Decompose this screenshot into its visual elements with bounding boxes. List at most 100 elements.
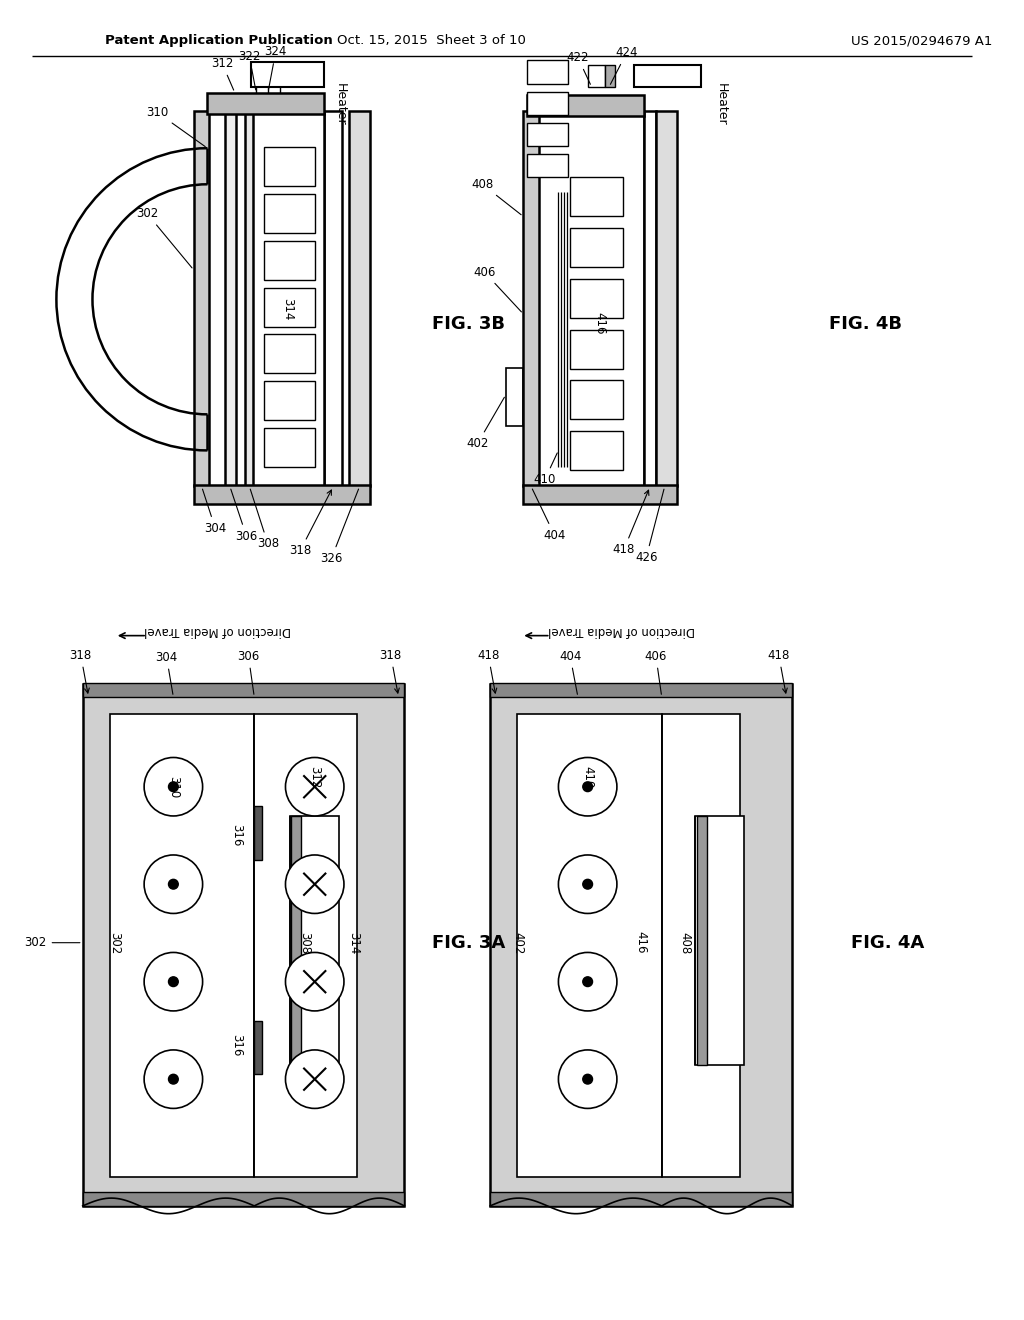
Text: 302: 302 (25, 936, 80, 949)
Circle shape (583, 879, 593, 890)
Bar (588, 66, 605, 87)
Circle shape (144, 758, 203, 816)
Bar (291, 816, 339, 1064)
Circle shape (583, 1074, 593, 1084)
Text: Heater: Heater (715, 83, 727, 125)
Bar (264, 240, 314, 280)
Text: 410: 410 (534, 453, 557, 486)
Text: 314: 314 (281, 298, 294, 321)
Circle shape (169, 1074, 178, 1084)
Bar (506, 367, 523, 426)
Circle shape (558, 855, 616, 913)
Text: 418: 418 (477, 648, 500, 693)
Text: 316: 316 (230, 1034, 244, 1056)
Bar (264, 334, 314, 374)
Circle shape (169, 879, 178, 890)
Text: 416: 416 (594, 313, 607, 335)
Text: FIG. 4B: FIG. 4B (829, 314, 902, 333)
Bar (251, 62, 325, 87)
Text: 302: 302 (136, 207, 193, 268)
Bar (697, 816, 707, 1064)
Circle shape (144, 855, 203, 913)
Bar (527, 154, 568, 177)
Text: 312: 312 (308, 766, 322, 788)
Text: 404: 404 (559, 649, 582, 694)
Bar (254, 807, 262, 859)
Text: 326: 326 (321, 490, 358, 565)
Text: 312: 312 (211, 57, 233, 90)
Bar (570, 330, 623, 368)
Bar (83, 684, 404, 1206)
Bar (490, 1192, 793, 1206)
Text: 304: 304 (156, 651, 178, 694)
Text: 408: 408 (471, 178, 521, 215)
Bar (570, 228, 623, 267)
Text: Direction of Media Travel: Direction of Media Travel (548, 624, 695, 638)
Text: 406: 406 (473, 265, 521, 312)
Text: 426: 426 (635, 490, 664, 564)
Bar (291, 816, 301, 1064)
Text: 418: 418 (768, 648, 790, 693)
Bar (527, 91, 568, 115)
Text: 306: 306 (238, 649, 259, 694)
Text: 416: 416 (635, 932, 648, 954)
Bar (523, 484, 677, 504)
Bar (264, 381, 314, 420)
Text: 306: 306 (230, 490, 258, 543)
Bar (245, 111, 253, 487)
Bar (490, 684, 793, 697)
Text: 318: 318 (289, 490, 332, 557)
Text: Heater: Heater (334, 83, 347, 125)
Bar (527, 111, 644, 487)
Bar (325, 111, 342, 487)
Bar (644, 111, 656, 487)
Text: 304: 304 (203, 490, 226, 535)
Bar (264, 194, 314, 234)
Bar (490, 684, 793, 1206)
Bar (523, 111, 539, 487)
Text: Direction of Media Travel: Direction of Media Travel (143, 624, 291, 638)
Text: 302: 302 (109, 932, 122, 954)
Text: 424: 424 (610, 46, 638, 84)
Bar (110, 714, 254, 1176)
Text: FIG. 3B: FIG. 3B (432, 314, 505, 333)
Circle shape (558, 1049, 616, 1109)
Circle shape (169, 781, 178, 792)
Text: 422: 422 (566, 51, 591, 84)
Circle shape (144, 1049, 203, 1109)
Text: FIG. 4A: FIG. 4A (851, 933, 924, 952)
Text: 308: 308 (298, 932, 311, 954)
Bar (208, 92, 325, 114)
Bar (264, 148, 314, 186)
Bar (194, 484, 371, 504)
Bar (570, 380, 623, 420)
Circle shape (286, 758, 344, 816)
Text: 406: 406 (645, 649, 667, 694)
Bar (570, 177, 623, 216)
Bar (83, 684, 404, 697)
Bar (208, 111, 325, 487)
Circle shape (558, 953, 616, 1011)
Text: Patent Application Publication: Patent Application Publication (105, 34, 333, 48)
Text: 314: 314 (347, 932, 360, 954)
Text: 402: 402 (511, 932, 524, 954)
Bar (527, 95, 644, 116)
Bar (635, 66, 700, 87)
Bar (605, 66, 615, 87)
Bar (527, 123, 568, 147)
Bar (194, 111, 210, 487)
Text: 316: 316 (230, 824, 244, 846)
Bar (662, 714, 739, 1176)
Circle shape (286, 1049, 344, 1109)
Bar (83, 1192, 404, 1206)
Bar (570, 279, 623, 318)
Text: 308: 308 (250, 490, 279, 550)
Circle shape (583, 977, 593, 986)
Bar (254, 1020, 262, 1074)
Text: 318: 318 (380, 648, 401, 693)
Text: 402: 402 (466, 397, 505, 450)
Bar (517, 714, 662, 1176)
Circle shape (144, 953, 203, 1011)
Text: 310: 310 (167, 776, 180, 797)
Text: 418: 418 (612, 490, 649, 556)
